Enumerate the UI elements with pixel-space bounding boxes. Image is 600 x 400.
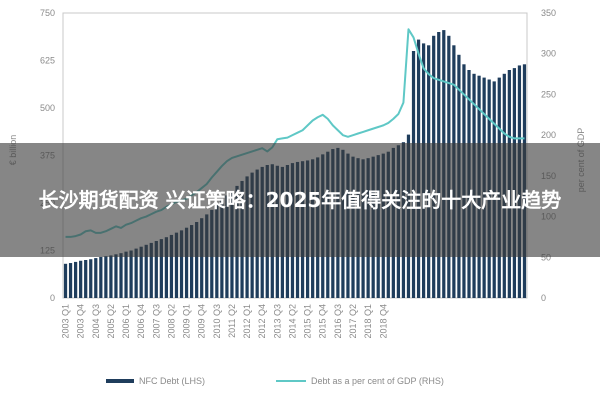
x-tick-label: 2017 Q2 [348, 304, 358, 339]
bar [154, 241, 158, 298]
x-tick-label: 2005 Q2 [106, 304, 116, 339]
bar [124, 251, 128, 298]
bar [139, 246, 143, 298]
bar [164, 237, 169, 298]
bar [68, 263, 73, 298]
bar [99, 256, 103, 298]
title-banner: 长沙期货配资 兴证策略：2025年值得关注的十大产业趋势 [0, 143, 600, 257]
right-tick-label: 0 [541, 293, 546, 303]
x-tick-label: 2006 Q4 [136, 304, 146, 339]
right-tick-label: 300 [541, 49, 556, 59]
bar [200, 218, 204, 298]
legend-label-bar: NFC Debt (LHS) [139, 376, 205, 386]
bar [174, 232, 179, 298]
x-tick-label: 2003 Q4 [76, 304, 86, 339]
bar [184, 227, 189, 298]
bar [94, 258, 98, 298]
bar [189, 225, 194, 298]
x-tick-label: 2009 Q1 [182, 304, 192, 339]
bar [195, 222, 199, 298]
left-tick-label: 500 [40, 103, 55, 113]
bar [84, 260, 88, 298]
x-tick-label: 2007 Q3 [151, 304, 161, 339]
bar [89, 259, 93, 298]
x-tick-label: 2009 Q4 [197, 304, 207, 339]
x-tick-label: 2011 Q2 [227, 304, 237, 338]
legend-swatch-bar [106, 379, 134, 383]
x-tick-label: 2012 Q4 [257, 304, 267, 339]
right-tick-label: 50 [541, 252, 551, 262]
x-axis: 2003 Q1 2003 Q4 2004 Q3 2005 Q2 2006 Q1 2006 … [61, 304, 389, 339]
bar [119, 253, 123, 298]
x-tick-label: 2014 Q2 [287, 304, 297, 339]
bar [149, 242, 153, 298]
legend-label-line: Debt as a per cent of GDP (RHS) [311, 376, 444, 386]
right-tick-label: 350 [541, 8, 556, 18]
left-tick-label: 0 [50, 293, 55, 303]
x-tick-label: 2018 Q4 [378, 304, 388, 339]
bar [134, 248, 138, 298]
x-tick-label: 2016 Q3 [333, 304, 343, 339]
right-tick-label: 200 [541, 130, 556, 140]
x-tick-label: 2015 Q4 [318, 304, 328, 339]
legend: NFC Debt (LHS) Debt as a per cent of GDP … [106, 376, 444, 386]
right-tick-label: 250 [541, 89, 556, 99]
bar [114, 254, 118, 298]
bar [79, 260, 83, 298]
bar [104, 256, 108, 298]
x-tick-label: 2004 Q3 [91, 304, 101, 339]
x-tick-label: 2018 Q1 [363, 304, 373, 339]
bar [159, 239, 163, 298]
bar [63, 263, 68, 298]
bar [109, 255, 113, 298]
x-tick-label: 2015 Q1 [303, 304, 313, 339]
bar [73, 261, 78, 298]
x-tick-label: 2012 Q1 [242, 304, 252, 339]
x-tick-label: 2008 Q2 [166, 304, 176, 339]
x-tick-label: 2003 Q1 [61, 304, 71, 339]
left-tick-label: 750 [40, 8, 55, 18]
left-tick-label: 625 [40, 56, 55, 66]
article-title: 长沙期货配资 兴证策略：2025年值得关注的十大产业趋势 [38, 188, 562, 212]
bar [179, 230, 184, 298]
bar [169, 234, 174, 298]
bar [129, 250, 133, 298]
x-tick-label: 2013 Q3 [272, 304, 282, 339]
x-tick-label: 2010 Q3 [212, 304, 222, 339]
bar [144, 244, 148, 298]
x-tick-label: 2006 Q1 [121, 304, 131, 339]
